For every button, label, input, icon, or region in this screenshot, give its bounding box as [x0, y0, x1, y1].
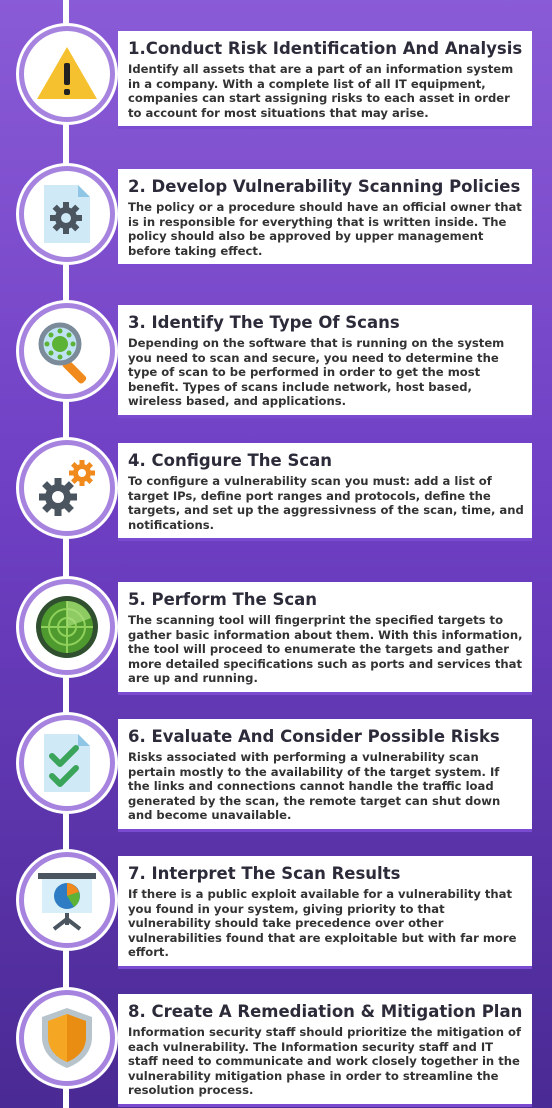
step-6-card: 6. Evaluate And Consider Possible Risks … — [118, 719, 532, 832]
step-2-title: 2. Develop Vulnerability Scanning Polici… — [128, 177, 521, 196]
step-7-title: 7. Interpret The Scan Results — [128, 864, 401, 883]
step-6-title: 6. Evaluate And Consider Possible Risks — [128, 727, 500, 746]
step-6-body: Risks associated with performing a vulne… — [128, 750, 501, 823]
step-8-body: Information security staff should priori… — [128, 1025, 522, 1098]
timeline-line — [63, 0, 69, 1108]
step-3-title: 3. Identify The Type Of Scans — [128, 313, 400, 332]
step-2-body: The policy or a procedure should have an… — [128, 200, 522, 258]
step-2-card: 2. Develop Vulnerability Scanning Polici… — [118, 169, 532, 268]
step-4-title: 4. Configure The Scan — [128, 451, 333, 470]
step-5-icon-circle — [19, 579, 115, 675]
document-gear-icon — [44, 185, 90, 243]
magnifier-virus-icon — [38, 322, 87, 384]
step-3-card: 3. Identify The Type Of Scans Depending … — [118, 305, 532, 418]
step-1-body: Identify all assets that are a part of a… — [128, 62, 514, 120]
checklist-icon — [44, 734, 90, 792]
step-8-icon-circle — [19, 990, 115, 1086]
step-7-body: If there is a public exploit available f… — [128, 887, 517, 960]
step-4-card: 4. Configure The Scan To configure a vul… — [118, 443, 532, 542]
radar-icon — [36, 596, 98, 658]
step-3-icon-circle — [19, 303, 115, 399]
step-8-title: 8. Create A Remediation & Mitigation Pla… — [128, 1002, 523, 1021]
gears-icon — [39, 460, 95, 516]
step-4-icon-circle — [19, 440, 115, 536]
step-5-body: The scanning tool will fingerprint the s… — [128, 613, 523, 686]
step-3-body: Depending on the software that is runnin… — [128, 336, 505, 409]
step-1-card: 1.Conduct Risk Identification And Analys… — [118, 31, 532, 130]
step-2-icon-circle — [19, 166, 115, 262]
step-4-body: To configure a vulnerability scan you mu… — [128, 474, 524, 532]
step-1-icon-circle — [19, 26, 115, 122]
step-7-card: 7. Interpret The Scan Results If there i… — [118, 856, 532, 969]
warning-icon — [37, 47, 97, 99]
step-8-card: 8. Create A Remediation & Mitigation Pla… — [118, 994, 532, 1107]
presentation-chart-icon — [38, 873, 96, 931]
step-1-title: 1.Conduct Risk Identification And Analys… — [128, 39, 523, 58]
step-7-icon-circle — [19, 852, 115, 948]
step-5-title: 5. Perform The Scan — [128, 590, 317, 609]
shield-icon — [42, 1008, 92, 1068]
step-6-icon-circle — [19, 715, 115, 811]
step-5-card: 5. Perform The Scan The scanning tool wi… — [118, 582, 532, 695]
